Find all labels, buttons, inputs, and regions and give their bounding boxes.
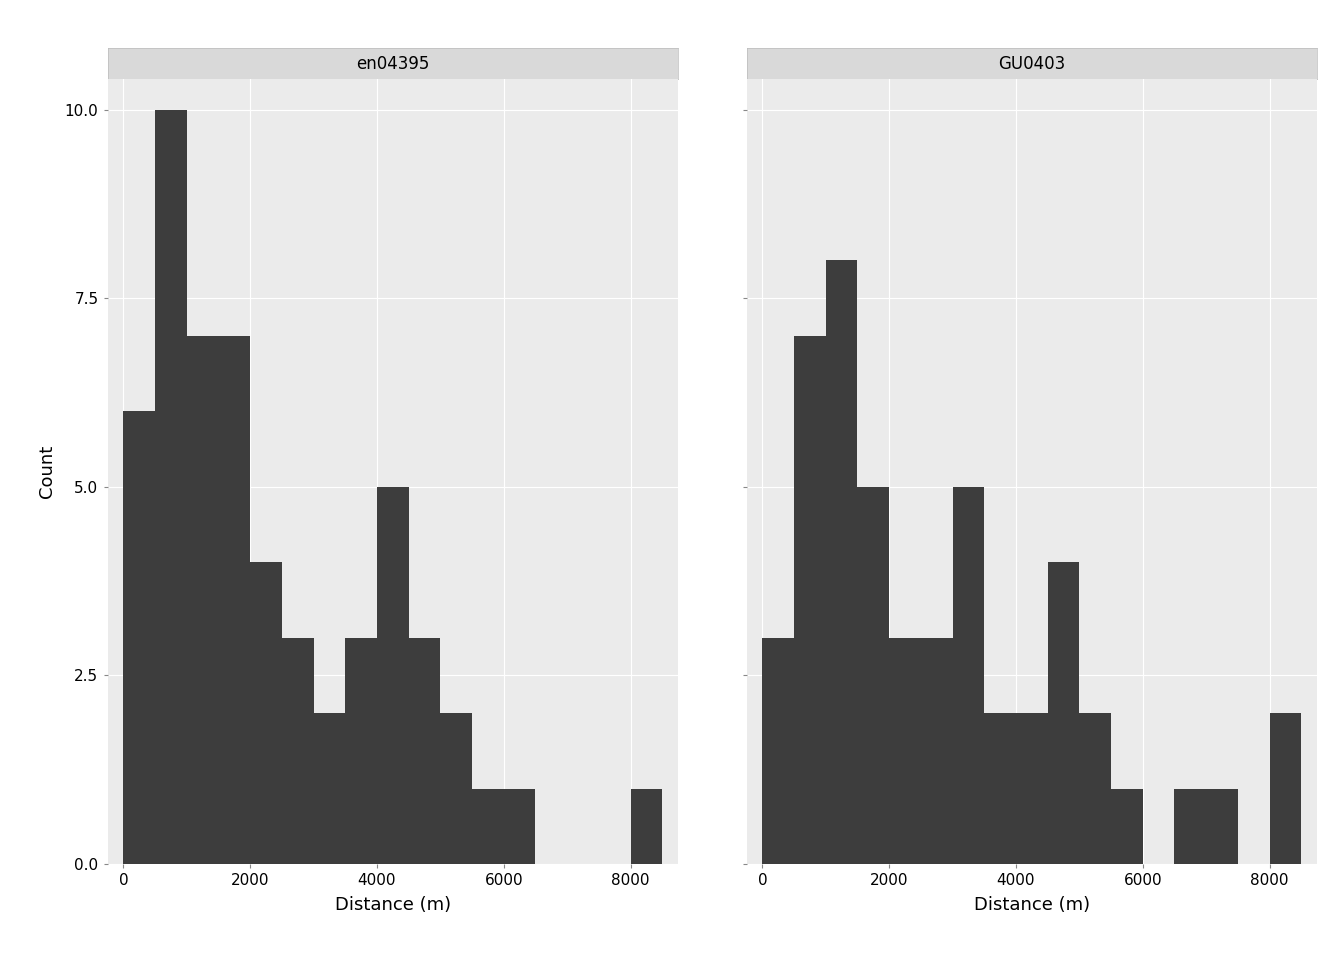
Bar: [953, 487, 984, 864]
Bar: [762, 637, 794, 864]
Bar: [1016, 713, 1048, 864]
Bar: [1048, 563, 1079, 864]
Bar: [441, 713, 472, 864]
Bar: [504, 788, 535, 864]
Bar: [409, 637, 441, 864]
Bar: [1079, 713, 1111, 864]
X-axis label: Distance (m): Distance (m): [335, 897, 450, 914]
Y-axis label: Count: Count: [39, 445, 56, 498]
Bar: [313, 713, 345, 864]
Bar: [1175, 788, 1206, 864]
Bar: [219, 336, 250, 864]
Bar: [155, 109, 187, 864]
Bar: [282, 637, 313, 864]
Bar: [630, 788, 663, 864]
Bar: [187, 336, 219, 864]
Bar: [345, 637, 376, 864]
Bar: [1206, 788, 1238, 864]
Bar: [250, 563, 282, 864]
Bar: [472, 788, 504, 864]
Text: GU0403: GU0403: [999, 55, 1066, 73]
Bar: [376, 487, 409, 864]
Bar: [921, 637, 953, 864]
X-axis label: Distance (m): Distance (m): [974, 897, 1090, 914]
Bar: [984, 713, 1016, 864]
Bar: [124, 411, 155, 864]
Bar: [1270, 713, 1301, 864]
Text: en04395: en04395: [356, 55, 430, 73]
Bar: [1111, 788, 1142, 864]
Bar: [794, 336, 825, 864]
Bar: [825, 260, 857, 864]
Bar: [857, 487, 890, 864]
Bar: [890, 637, 921, 864]
